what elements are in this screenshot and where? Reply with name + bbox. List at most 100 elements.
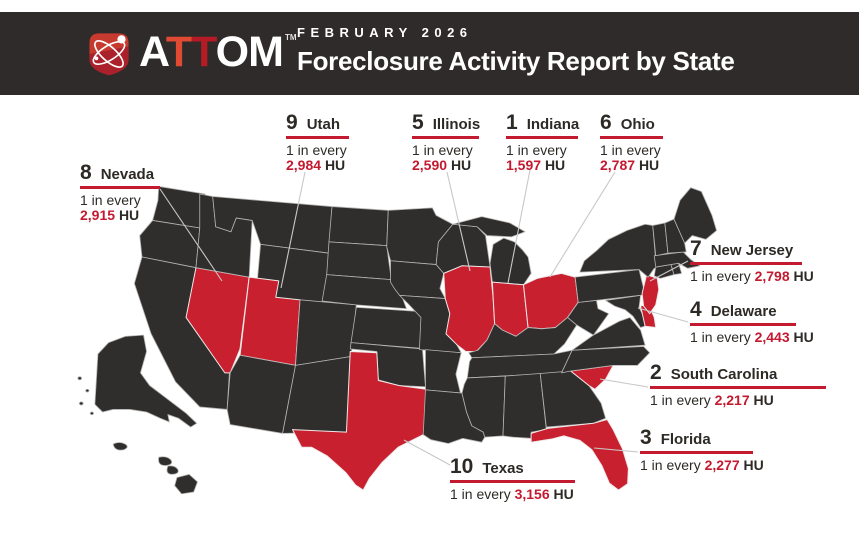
rate-unit: HU <box>793 267 814 284</box>
callout-utah: 9 Utah 1 in every 2,984 HU <box>286 112 349 174</box>
state-name: Texas <box>482 460 524 477</box>
state-hawaii <box>113 443 197 494</box>
rate-value: 1,597 <box>506 157 542 174</box>
rate-unit: HU <box>544 157 566 174</box>
rate-value: 2,443 <box>754 328 790 345</box>
callout-south-carolina: 2 South Carolina 1 in every 2,217 HU <box>650 362 826 408</box>
foreclosure-rate: 1 in every 2,277 HU <box>640 456 764 474</box>
leader-line-delaware <box>637 307 689 323</box>
rate-prefix: 1 in every <box>690 267 751 284</box>
leader-line-utah <box>280 171 306 289</box>
callout-delaware: 4 Delaware 1 in every 2,443 HU <box>690 298 814 345</box>
state-illinois <box>444 266 495 352</box>
rate-unit: HU <box>743 456 764 473</box>
state-name: Florida <box>660 431 711 448</box>
rate-value: 2,277 <box>704 456 740 473</box>
state-arkansas <box>425 350 461 393</box>
callout-indiana: 1 Indiana 1 in every 1,597 HU <box>506 111 579 174</box>
rank-number: 1 <box>506 111 518 134</box>
state-name: New Jersey <box>710 242 794 259</box>
rank-number: 10 <box>450 455 474 478</box>
rate-unit: HU <box>450 157 472 174</box>
rate-unit: HU <box>118 207 140 224</box>
callout-underline <box>690 323 796 326</box>
leader-line-new-jersey <box>649 260 689 282</box>
foreclosure-rate: 1 in every 1,597 HU <box>506 141 578 174</box>
rate-unit: HU <box>793 328 814 345</box>
state-colorado <box>296 300 357 366</box>
rate-unit: HU <box>753 391 774 408</box>
callout-florida: 3 Florida 1 in every 2,277 HU <box>640 426 764 474</box>
state-west-virginia <box>568 300 609 335</box>
state-michigan <box>490 238 531 285</box>
callout-ohio: 6 Ohio 1 in every 2,787 HU <box>600 112 663 174</box>
state-name: Ohio <box>620 116 655 133</box>
foreclosure-rate: 1 in every 2,787 HU <box>600 142 663 174</box>
state-name: Delaware <box>710 303 777 320</box>
state-new-jersey <box>642 275 659 314</box>
rank-number: 3 <box>640 426 652 449</box>
leader-line-illinois <box>446 171 471 272</box>
rate-prefix: 1 in every <box>650 391 711 408</box>
rank-number: 6 <box>600 111 612 134</box>
state-maryland <box>606 295 649 327</box>
rate-value: 2,915 <box>80 207 116 224</box>
callout-underline <box>412 136 479 139</box>
callout-illinois: 5 Illinois 1 in every 2,590 HU <box>412 111 481 174</box>
state-florida <box>531 420 628 491</box>
state-name: Nevada <box>100 166 155 183</box>
callout-underline <box>690 262 802 265</box>
foreclosure-rate: 1 in every 2,915 HU <box>80 191 160 224</box>
rate-unit: HU <box>638 157 660 174</box>
rate-prefix: 1 in every <box>690 328 751 345</box>
rate-value: 2,590 <box>412 157 448 174</box>
leader-line-ohio <box>549 171 616 278</box>
state-texas <box>292 351 428 490</box>
rate-value: 3,156 <box>514 485 550 502</box>
leader-line-indiana <box>507 169 531 284</box>
state-north-dakota <box>329 207 388 246</box>
rate-prefix: 1 in every <box>640 456 701 473</box>
callout-texas: 10 Texas 1 in every 3,156 HU <box>450 456 575 502</box>
foreclosure-rate: 1 in every 2,590 HU <box>412 142 479 174</box>
rate-prefix: 1 in every <box>80 191 141 208</box>
rate-prefix: 1 in every <box>450 485 511 502</box>
rank-number: 8 <box>80 161 92 184</box>
header-text: FEBRUARY 2026 Foreclosure Activity Repor… <box>297 25 735 77</box>
state-name: Utah <box>306 116 341 133</box>
callout-underline <box>450 480 575 483</box>
us-map <box>0 169 859 552</box>
brand-wordmark: ATTOM <box>139 28 284 76</box>
rate-value: 2,798 <box>754 267 790 284</box>
state-alabama <box>503 374 546 439</box>
state-kentucky <box>469 317 577 357</box>
leader-lines <box>159 169 689 466</box>
rank-number: 5 <box>412 111 424 134</box>
state-name: South Carolina <box>670 366 778 383</box>
callout-nevada: 8 Nevada 1 in every 2,915 HU <box>80 162 160 224</box>
foreclosure-rate: 1 in every 2,798 HU <box>690 267 814 285</box>
rate-value: 2,217 <box>714 391 750 408</box>
state-michigan-up <box>453 217 525 237</box>
leader-line-nevada <box>159 188 223 282</box>
leader-line-south-carolina <box>599 378 649 388</box>
report-date: FEBRUARY 2026 <box>297 25 473 40</box>
foreclosure-rate: 1 in every 2,984 HU <box>286 142 349 174</box>
leader-line-florida <box>593 447 639 453</box>
callout-underline <box>650 386 826 389</box>
state-kansas <box>351 307 425 348</box>
state-name: Illinois <box>432 116 481 133</box>
callout-underline <box>286 136 349 139</box>
callout-underline <box>80 186 160 189</box>
foreclosure-rate: 1 in every 3,156 HU <box>450 485 575 503</box>
rate-value: 2,787 <box>600 157 636 174</box>
rank-number: 4 <box>690 298 702 321</box>
state-massachusetts <box>654 252 700 268</box>
state-alaska <box>78 335 197 427</box>
leader-line-texas <box>403 439 451 466</box>
rate-prefix: 1 in every <box>506 141 567 158</box>
rate-unit: HU <box>553 485 574 502</box>
callout-underline <box>600 136 663 139</box>
attom-logo: ATTOM TM <box>84 27 297 79</box>
